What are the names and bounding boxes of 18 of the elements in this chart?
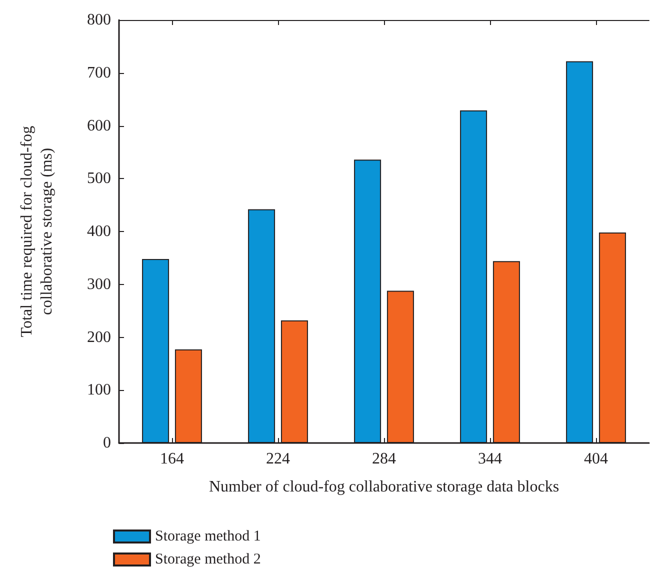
x-tick-label: 344 (478, 450, 502, 468)
legend-label: Storage method 1 (155, 528, 261, 544)
x-tick-label: 404 (584, 450, 608, 468)
x-tick-label: 164 (160, 450, 184, 468)
y-tick-label: 400 (87, 223, 111, 240)
x-tick-label: 284 (372, 450, 396, 468)
y-tick-label: 800 (87, 12, 111, 28)
y-tick-label: 100 (87, 382, 111, 399)
y-axis-title: Total time required for cloud-fog collaborative storage (ms) (18, 126, 56, 338)
y-tick-label: 500 (87, 170, 111, 188)
y-tick-label: 0 (103, 434, 111, 452)
y-tick-label: 300 (87, 276, 111, 293)
y-tick-label: 700 (87, 64, 111, 82)
legend-label: Storage method 2 (155, 552, 261, 568)
x-axis-title: Number of cloud-fog collaborative storage data blocks (208, 478, 560, 496)
y-tick-label: 600 (87, 117, 111, 134)
y-tick-label: 200 (87, 328, 111, 346)
x-tick-label: 224 (266, 450, 290, 468)
